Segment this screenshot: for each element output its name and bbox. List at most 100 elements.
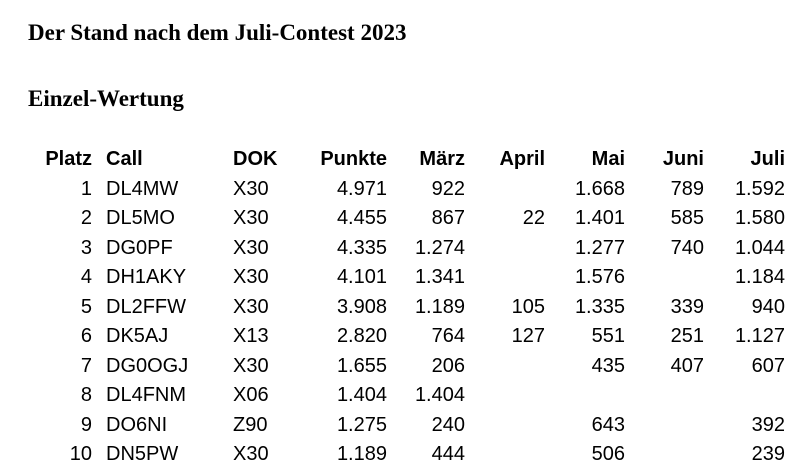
header-mai: Mai	[591, 148, 625, 170]
cell-dok: X30	[233, 354, 269, 377]
table-row: 9 DO6NI Z90 1.275 240 643 392	[0, 413, 800, 443]
cell-maerz: 1.341	[414, 266, 465, 288]
cell-maerz: 764	[431, 325, 465, 347]
cell-dok: X30	[233, 177, 269, 200]
cell-dok: X30	[233, 266, 269, 288]
cell-dok: X30	[233, 207, 269, 229]
cell-dok: Z90	[233, 413, 268, 436]
cell-punkte: 3.908	[336, 295, 387, 318]
cell-platz: 4	[80, 266, 92, 288]
header-april: April	[499, 148, 545, 170]
table-row: 5 DL2FFW X30 3.908 1.189 105 1.335 339 940	[0, 295, 800, 325]
cell-juli: 1.592	[734, 177, 785, 200]
header-platz: Platz	[45, 148, 92, 170]
cell-call: DL4MW	[106, 177, 179, 200]
cell-platz: 10	[69, 443, 92, 465]
section-heading: Einzel-Wertung	[28, 86, 184, 111]
header-call: Call	[106, 148, 143, 170]
cell-punkte: 1.404	[336, 384, 387, 406]
cell-call: DL2FFW	[106, 295, 186, 318]
cell-dok: X06	[233, 384, 269, 406]
cell-april: 127	[511, 325, 545, 347]
cell-platz: 7	[80, 354, 92, 377]
cell-maerz: 1.274	[414, 236, 465, 259]
cell-maerz: 206	[431, 354, 465, 377]
cell-mai: 643	[591, 413, 625, 436]
cell-mai: 1.576	[574, 266, 625, 288]
cell-punkte: 1.655	[336, 354, 387, 377]
table-body: 1 DL4MW X30 4.971 922 1.668 789 1.592 2 DL5MO X30 4…	[0, 177, 800, 472]
cell-juli: 1.044	[734, 236, 785, 259]
ranking-table: Platz Call DOK Punkte März April Mai Jun…	[0, 147, 800, 472]
cell-punkte: 4.971	[336, 177, 387, 200]
cell-juni: 339	[670, 295, 704, 318]
cell-mai: 1.277	[574, 236, 625, 259]
cell-punkte: 4.101	[336, 266, 387, 288]
cell-maerz: 867	[431, 207, 465, 229]
cell-maerz: 1.189	[414, 295, 465, 318]
table-row: 1 DL4MW X30 4.971 922 1.668 789 1.592	[0, 177, 800, 207]
cell-dok: X30	[233, 295, 269, 318]
cell-maerz: 240	[431, 413, 465, 436]
cell-mai: 1.668	[574, 177, 625, 200]
cell-platz: 2	[80, 207, 92, 229]
cell-punkte: 1.275	[336, 413, 387, 436]
table-row: 7 DG0OGJ X30 1.655 206 435 407 607	[0, 354, 800, 384]
cell-platz: 3	[80, 236, 92, 259]
table-row: 4 DH1AKY X30 4.101 1.341 1.576 1.184	[0, 265, 800, 295]
cell-call: DN5PW	[106, 443, 179, 465]
cell-dok: X13	[233, 325, 269, 347]
cell-juli: 1.184	[734, 266, 785, 288]
cell-punkte: 1.189	[336, 443, 387, 465]
cell-dok: X30	[233, 443, 269, 465]
cell-dok: X30	[233, 236, 269, 259]
cell-platz: 8	[80, 384, 92, 406]
header-juni: Juni	[662, 148, 704, 170]
table-row: 8 DL4FNM X06 1.404 1.404	[0, 383, 800, 413]
cell-juli: 607	[751, 354, 785, 377]
cell-platz: 5	[80, 295, 92, 318]
cell-juni: 740	[670, 236, 704, 259]
cell-juni: 251	[670, 325, 704, 347]
header-dok: DOK	[233, 148, 278, 170]
cell-mai: 1.401	[574, 207, 625, 229]
cell-mai: 1.335	[574, 295, 625, 318]
cell-maerz: 1.404	[414, 384, 465, 406]
cell-april: 22	[522, 207, 545, 229]
cell-call: DG0PF	[106, 236, 173, 259]
table-row: 10 DN5PW X30 1.189 444 506 239	[0, 442, 800, 472]
page-title: Der Stand nach dem Juli-Contest 2023	[28, 20, 407, 45]
cell-maerz: 922	[431, 177, 465, 200]
cell-mai: 551	[591, 325, 625, 347]
cell-juli: 392	[751, 413, 785, 436]
cell-punkte: 4.335	[336, 236, 387, 259]
cell-juni: 789	[670, 177, 704, 200]
cell-april: 105	[511, 295, 545, 318]
cell-call: DL4FNM	[106, 384, 187, 406]
cell-mai: 506	[591, 443, 625, 465]
cell-juli: 1.127	[734, 325, 785, 347]
cell-platz: 9	[80, 413, 92, 436]
cell-juni: 407	[670, 354, 704, 377]
table-row: 2 DL5MO X30 4.455 867 22 1.401 585 1.580	[0, 206, 800, 236]
cell-call: DK5AJ	[106, 325, 169, 347]
cell-maerz: 444	[431, 443, 465, 465]
cell-mai: 435	[591, 354, 625, 377]
cell-juli: 239	[751, 443, 785, 465]
cell-platz: 6	[80, 325, 92, 347]
header-maerz: März	[419, 148, 465, 170]
cell-call: DO6NI	[106, 413, 168, 436]
cell-punkte: 2.820	[336, 325, 387, 347]
header-juli: Juli	[750, 148, 785, 170]
table-row: 3 DG0PF X30 4.335 1.274 1.277 740 1.044	[0, 236, 800, 266]
table-header-row: Platz Call DOK Punkte März April Mai Jun…	[0, 147, 800, 177]
cell-juli: 1.580	[734, 207, 785, 229]
cell-juli: 940	[751, 295, 785, 318]
cell-call: DH1AKY	[106, 266, 187, 288]
header-punkte: Punkte	[320, 148, 387, 170]
cell-punkte: 4.455	[336, 207, 387, 229]
cell-platz: 1	[80, 177, 92, 200]
cell-juni: 585	[670, 207, 704, 229]
table-row: 6 DK5AJ X13 2.820 764 127 551 251 1.127	[0, 324, 800, 354]
cell-call: DG0OGJ	[106, 354, 189, 377]
